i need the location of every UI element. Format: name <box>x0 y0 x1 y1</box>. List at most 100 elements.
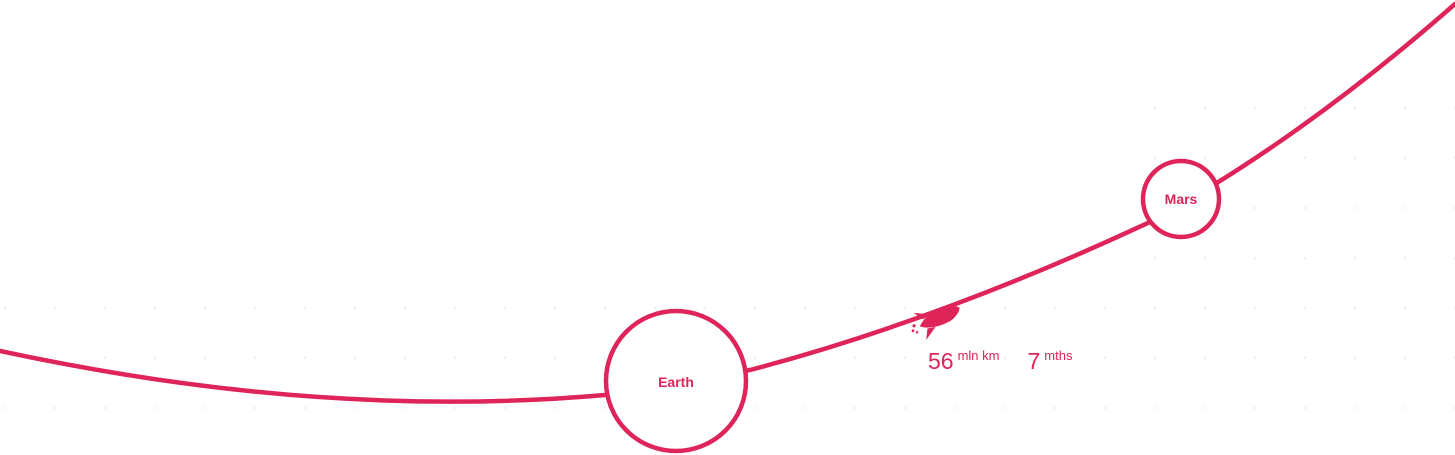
grid-dot <box>3 406 7 410</box>
grid-dot <box>553 406 557 410</box>
grid-dot <box>1153 106 1157 110</box>
grid-dot <box>1103 356 1107 360</box>
grid-dot <box>403 356 407 360</box>
duration-unit: mths <box>1044 348 1073 363</box>
grid-dot <box>1203 106 1207 110</box>
grid-dot <box>1203 256 1207 260</box>
distance-unit: mln km <box>957 348 1000 363</box>
grid-dot <box>1353 106 1357 110</box>
grid-dot <box>1253 206 1257 210</box>
grid-dot <box>1103 406 1107 410</box>
grid-dot <box>1153 406 1157 410</box>
grid-dot <box>903 406 907 410</box>
grid-dot <box>1303 106 1307 110</box>
grid-dot <box>153 356 157 360</box>
grid-dot <box>1403 106 1407 110</box>
grid-dot <box>1103 306 1107 310</box>
grid-dot <box>1153 156 1157 160</box>
grid-dot <box>303 356 307 360</box>
grid-dot <box>303 306 307 310</box>
grid-dot <box>1303 406 1307 410</box>
grid-dot <box>1203 306 1207 310</box>
grid-dot <box>853 306 857 310</box>
grid-dot <box>1203 406 1207 410</box>
grid-dot <box>1403 156 1407 160</box>
grid-dot <box>503 306 507 310</box>
mars-label: Mars <box>1165 191 1198 207</box>
grid-dot <box>53 406 57 410</box>
grid-dot <box>1403 356 1407 360</box>
grid-dot <box>853 406 857 410</box>
earth-label: Earth <box>658 374 694 390</box>
journey-stats: 56 mln km 7 mths <box>928 348 1072 375</box>
grid-dot <box>703 306 707 310</box>
grid-dot <box>853 356 857 360</box>
grid-dot <box>453 356 457 360</box>
grid-dot <box>403 306 407 310</box>
grid-dot <box>1303 256 1307 260</box>
planet-mars[interactable]: Mars <box>1140 158 1222 240</box>
grid-dot <box>203 406 207 410</box>
grid-dot <box>753 406 757 410</box>
grid-dot <box>1153 306 1157 310</box>
grid-dot <box>353 406 357 410</box>
duration-value: 7 <box>1027 348 1041 374</box>
grid-dot <box>1303 306 1307 310</box>
grid-dot <box>203 356 207 360</box>
grid-dot <box>953 356 957 360</box>
grid-dot <box>1303 206 1307 210</box>
grid-dot <box>603 306 607 310</box>
grid-dot <box>1003 306 1007 310</box>
earth-circle <box>603 308 749 454</box>
grid-dot <box>403 406 407 410</box>
grid-dot <box>1003 356 1007 360</box>
grid-dot <box>303 406 307 410</box>
planet-earth[interactable]: Earth <box>603 308 749 454</box>
grid-dot <box>353 356 357 360</box>
grid-dot <box>103 356 107 360</box>
grid-dot <box>503 406 507 410</box>
grid-dot <box>1353 406 1357 410</box>
grid-dot <box>1203 156 1207 160</box>
distance-stat: 56 mln km <box>928 348 999 375</box>
grid-dot <box>253 406 257 410</box>
grid-dot <box>1153 256 1157 260</box>
grid-dot <box>3 356 7 360</box>
grid-dot <box>553 356 557 360</box>
grid-dot <box>1353 306 1357 310</box>
transfer-orbit-path <box>0 1 1455 404</box>
grid-dot <box>1253 106 1257 110</box>
grid-dot <box>753 306 757 310</box>
grid-dot <box>153 406 157 410</box>
grid-dot <box>1353 356 1357 360</box>
grid-dot <box>1153 356 1157 360</box>
grid-dot <box>903 356 907 360</box>
distance-value: 56 <box>928 348 954 374</box>
duration-stat: 7 mths <box>1027 348 1072 375</box>
grid-dot <box>1253 306 1257 310</box>
grid-dot <box>603 356 607 360</box>
grid-dot <box>103 306 107 310</box>
grid-dot <box>253 306 257 310</box>
grid-dot <box>1403 256 1407 260</box>
grid-dot <box>1403 306 1407 310</box>
grid-dot <box>353 306 357 310</box>
grid-dot <box>1053 306 1057 310</box>
grid-dot <box>653 306 657 310</box>
grid-dot <box>803 406 807 410</box>
grid-dot <box>1303 356 1307 360</box>
grid-dot <box>253 356 257 360</box>
grid-dot <box>1353 206 1357 210</box>
grid-dot <box>1253 356 1257 360</box>
grid-dot <box>153 306 157 310</box>
grid-dot <box>1353 156 1357 160</box>
grid-dot <box>903 306 907 310</box>
grid-dot <box>803 356 807 360</box>
grid-dot <box>53 306 57 310</box>
grid-dot <box>1253 256 1257 260</box>
mars-circle <box>1140 158 1222 240</box>
grid-dot <box>1053 406 1057 410</box>
grid-dot <box>753 356 757 360</box>
